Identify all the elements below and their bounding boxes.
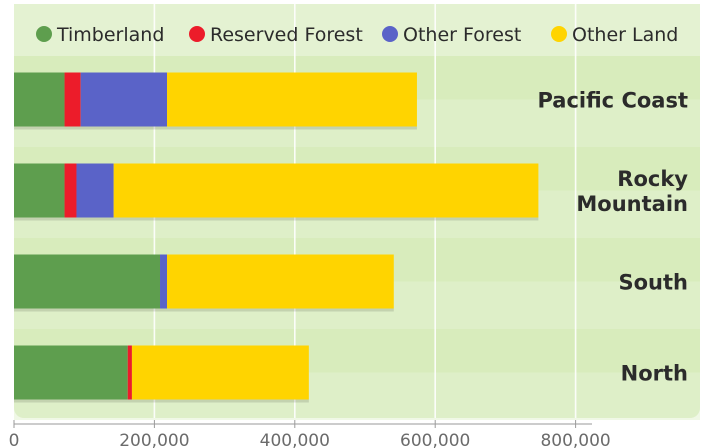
bar-segment bbox=[167, 254, 394, 309]
x-tick-label: 600,000 bbox=[400, 431, 470, 448]
x-tick-label: 200,000 bbox=[119, 431, 189, 448]
bar-segment bbox=[76, 163, 114, 218]
legend-label-4: Other Land bbox=[572, 24, 678, 46]
legend-marker-2 bbox=[189, 26, 205, 42]
bar-shadow bbox=[14, 308, 394, 312]
legend-marker-4 bbox=[551, 26, 567, 42]
category-label: Mountain bbox=[576, 192, 688, 216]
bar-segment bbox=[80, 72, 168, 127]
legend-label-2: Reserved Forest bbox=[210, 24, 363, 46]
category-label: Rocky bbox=[617, 167, 688, 191]
bar-segment bbox=[14, 345, 128, 400]
bar-segment bbox=[113, 163, 539, 218]
bar-shadow bbox=[14, 126, 417, 130]
bar-segment bbox=[14, 254, 161, 309]
bar-segment bbox=[167, 72, 417, 127]
x-tick-label: 800,000 bbox=[540, 431, 610, 448]
bar-segment bbox=[64, 163, 77, 218]
legend-marker-3 bbox=[382, 26, 398, 42]
category-label: South bbox=[619, 271, 689, 295]
bar-segment bbox=[14, 163, 65, 218]
bar-segment bbox=[127, 345, 132, 400]
legend-label-3: Other Forest bbox=[403, 24, 521, 46]
x-tick-label: 0 bbox=[9, 431, 20, 448]
bar-segment bbox=[64, 72, 81, 127]
legend-label-1: Timberland bbox=[56, 24, 164, 46]
bar-shadow bbox=[14, 399, 309, 403]
x-tick-label: 400,000 bbox=[260, 431, 330, 448]
legend: Timberland Reserved Forest Other Forest Oth… bbox=[36, 24, 678, 46]
bar-segment bbox=[160, 254, 168, 309]
category-label: Pacific Coast bbox=[537, 89, 688, 113]
legend-marker-1 bbox=[36, 26, 52, 42]
category-label: North bbox=[621, 362, 688, 386]
bars bbox=[14, 72, 539, 403]
bar-segment bbox=[131, 345, 309, 400]
x-axis: 0 200,000 400,000 600,000 800,000 bbox=[9, 420, 611, 448]
bar-segment bbox=[14, 72, 65, 127]
bar-shadow bbox=[14, 217, 539, 221]
legend-band bbox=[14, 4, 700, 56]
